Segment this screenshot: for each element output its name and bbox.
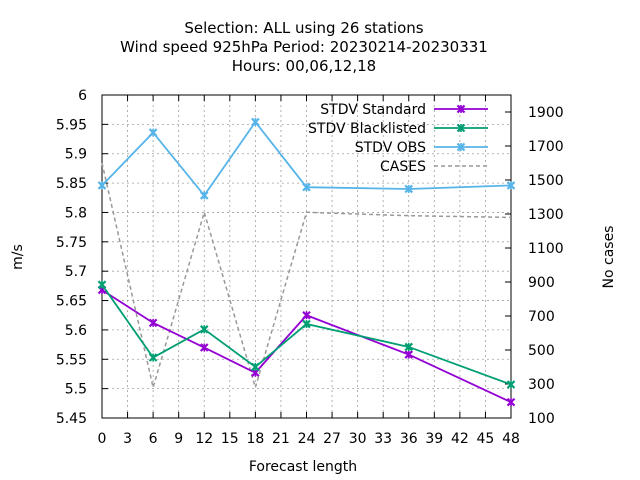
y-axis-label: m/s xyxy=(10,244,26,270)
x-tick-label: 45 xyxy=(477,431,495,447)
x-tick-label: 39 xyxy=(425,431,443,447)
data-point-stdv-blacklisted xyxy=(97,280,107,289)
data-point-stdv-obs xyxy=(404,184,414,194)
x-tick-label: 48 xyxy=(502,431,520,447)
chart-title-line-2: Wind speed 925hPa Period: 20230214-20230… xyxy=(120,38,488,56)
x-tick-label: 9 xyxy=(174,431,183,447)
legend-label-stdv-obs: STDV OBS xyxy=(355,140,426,156)
x-tick-label: 0 xyxy=(98,431,107,447)
legend: STDV Standard STDV Blacklisted STDV OBS CAS… xyxy=(308,102,488,175)
y-tick-label: 5.6 xyxy=(65,323,87,339)
y2-tick-label: 700 xyxy=(528,309,555,325)
series-layer xyxy=(97,117,516,407)
data-point-stdv-blacklisted xyxy=(148,353,158,362)
x-tick-label: 36 xyxy=(400,431,418,447)
data-point-stdv-blacklisted xyxy=(251,362,260,372)
y-tick-label: 5.85 xyxy=(56,176,87,192)
y2-tick-label: 1300 xyxy=(528,207,564,223)
legend-marker-stdv-standard xyxy=(456,104,466,114)
x-tick-label: 15 xyxy=(221,431,239,447)
data-point-stdv-obs xyxy=(302,182,311,192)
legend-label-stdv-blacklisted: STDV Blacklisted xyxy=(308,121,426,137)
legend-marker-stdv-obs xyxy=(456,142,466,152)
x-tick-label: 42 xyxy=(451,431,469,447)
x-tick-label: 24 xyxy=(298,431,316,447)
y-tick-label: 5.7 xyxy=(65,264,87,280)
data-point-stdv-standard xyxy=(302,310,311,320)
x-tick-label: 18 xyxy=(246,431,264,447)
x-tick-label: 3 xyxy=(123,431,132,447)
legend-label-stdv-standard: STDV Standard xyxy=(320,102,426,118)
data-point-stdv-blacklisted xyxy=(506,380,516,389)
data-point-stdv-standard xyxy=(506,397,516,407)
y2-tick-label: 1500 xyxy=(528,173,564,189)
series-line-stdv-blacklisted xyxy=(101,284,512,386)
data-point-stdv-blacklisted xyxy=(404,342,414,352)
y-tick-label: 5.75 xyxy=(56,235,87,251)
data-point-stdv-obs xyxy=(199,191,209,200)
chart-title-line-3: Hours: 00,06,12,18 xyxy=(232,57,376,75)
x-tick-label: 6 xyxy=(149,431,158,447)
x-tick-label: 12 xyxy=(195,431,213,447)
y2-axis-ticks: 100 300 500 700 900 1100 1300 1500 1700 1900 xyxy=(505,105,564,427)
data-point-stdv-standard xyxy=(404,350,414,359)
data-point-stdv-blacklisted xyxy=(302,319,311,329)
data-point-stdv-obs xyxy=(506,181,516,190)
y2-tick-label: 900 xyxy=(528,275,555,291)
y2-tick-label: 500 xyxy=(528,343,555,359)
chart-title-line-1: Selection: ALL using 26 stations xyxy=(184,19,423,37)
y-tick-label: 5.65 xyxy=(56,294,87,310)
y-tick-label: 5.9 xyxy=(65,147,87,163)
y-tick-label: 5.45 xyxy=(56,411,87,427)
grid xyxy=(102,95,511,418)
y2-tick-label: 1700 xyxy=(528,139,564,155)
legend-marker-stdv-blacklisted xyxy=(456,123,466,133)
y-axis-ticks: 5.45 5.5 5.55 5.6 5.65 5.7 5.75 5.8 5.85 5.9 5.95 6 xyxy=(56,88,108,427)
x-tick-label: 27 xyxy=(323,431,341,447)
legend-label-cases: CASES xyxy=(380,159,426,175)
y-tick-label: 5.5 xyxy=(65,382,87,398)
x-tick-label: 33 xyxy=(374,431,392,447)
y2-tick-label: 300 xyxy=(528,377,555,393)
y-tick-label: 5.8 xyxy=(65,205,87,221)
y-tick-label: 5.95 xyxy=(56,117,87,133)
y2-tick-label: 1900 xyxy=(528,105,564,121)
x-axis-ticks: 0 3 6 9 12 15 18 21 24 27 30 33 36 39 42 45 48 xyxy=(98,95,520,447)
y2-tick-label: 100 xyxy=(528,411,555,427)
data-point-stdv-obs xyxy=(148,128,158,137)
data-point-stdv-obs xyxy=(251,117,260,127)
y2-axis-label: No cases xyxy=(601,226,617,289)
data-point-stdv-obs xyxy=(97,181,107,190)
data-point-stdv-blacklisted xyxy=(199,325,209,334)
x-tick-label: 21 xyxy=(272,431,290,447)
y2-tick-label: 1100 xyxy=(528,241,564,257)
x-axis-label: Forecast length xyxy=(249,459,357,475)
data-point-stdv-standard xyxy=(199,343,209,352)
y-tick-label: 6 xyxy=(78,88,87,104)
x-tick-label: 30 xyxy=(349,431,367,447)
data-point-stdv-standard xyxy=(148,318,158,328)
y-tick-label: 5.55 xyxy=(56,352,87,368)
